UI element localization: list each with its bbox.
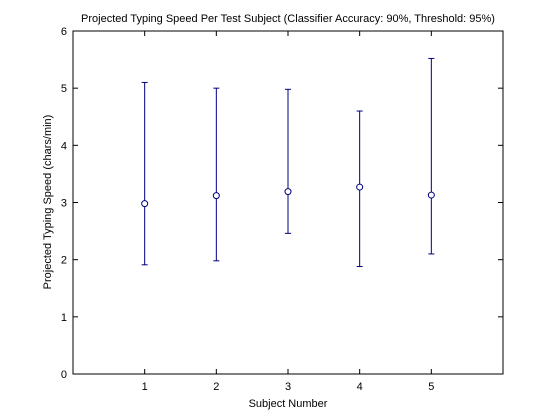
- data-series: [141, 57, 435, 268]
- y-tick-label: 4: [61, 140, 67, 152]
- y-tick-label: 5: [61, 83, 67, 95]
- data-point: [284, 188, 292, 196]
- y-tick-label: 0: [61, 369, 67, 381]
- data-point: [427, 191, 435, 199]
- x-tick-label: 4: [357, 381, 363, 393]
- axis-ticks: 1 2 3 4 5 0 1 2 3 4 5 6: [61, 26, 503, 393]
- data-point: [212, 192, 220, 200]
- y-axis-label: Projected Typing Speed (chars/min): [42, 115, 54, 290]
- data-point: [356, 183, 364, 191]
- y-tick-label: 2: [61, 255, 67, 267]
- x-tick-label: 5: [428, 381, 434, 393]
- x-tick-label: 2: [213, 381, 219, 393]
- chart-title: Projected Typing Speed Per Test Subject …: [81, 13, 495, 25]
- x-axis-label: Subject Number: [249, 398, 328, 410]
- x-tick-label: 1: [142, 381, 148, 393]
- y-tick-label: 1: [61, 312, 67, 324]
- y-tick-label: 3: [61, 198, 67, 210]
- data-point: [141, 200, 149, 208]
- y-tick-label: 6: [61, 26, 67, 38]
- x-tick-label: 3: [285, 381, 291, 393]
